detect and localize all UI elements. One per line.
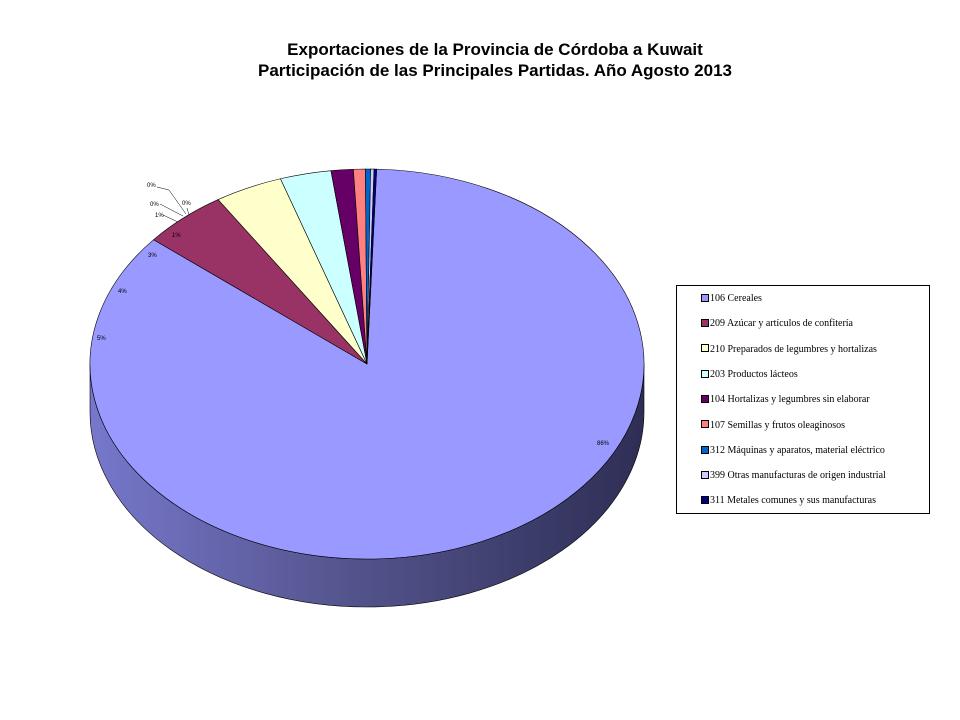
legend-swatch [701, 344, 709, 353]
legend-item: 210 Preparados de legumbres y hortalizas [701, 342, 877, 358]
legend-label: 210 Preparados de legumbres y hortalizas [710, 343, 877, 355]
legend-label: 104 Hortalizas y legumbres sin elaborar [710, 394, 870, 406]
legend-swatch [701, 496, 709, 505]
data-label-2: 4% [118, 289, 127, 295]
legend-label: 106 Cereales [710, 293, 762, 304]
legend-swatch [701, 394, 709, 403]
legend-label: 311 Metales comunes y sus manufacturas [710, 495, 876, 507]
data-label-7: 0% [147, 183, 156, 189]
legend-item: 399 Otras manufacturas de origen industr… [701, 468, 886, 484]
legend-label: 209 Azúcar y artículos de confitería [710, 318, 853, 330]
leader-line-8 [186, 207, 190, 216]
legend-item: 104 Hortalizas y legumbres sin elaborar [701, 392, 870, 408]
legend-label: 312 Máquinas y aparatos, material eléctr… [710, 444, 885, 456]
data-label-6: 0% [150, 202, 159, 208]
chart-title-line1: Exportaciones de la Provincia de Córdoba… [287, 40, 703, 59]
legend-label: 107 Semillas y frutos oleaginosos [710, 419, 845, 431]
data-label-4: 1% [172, 233, 181, 239]
leader-line-6 [159, 203, 184, 217]
legend-swatch [701, 369, 709, 378]
data-label-8: 0% [182, 201, 191, 207]
chart-legend: 106 Cereales 209 Azúcar y artículos de co… [676, 285, 930, 514]
legend-label: 399 Otras manufacturas de origen industr… [710, 470, 886, 482]
legend-item: 312 Máquinas y aparatos, material eléctr… [701, 443, 885, 459]
legend-item: 203 Productos lácteos [701, 367, 798, 383]
legend-item: 311 Metales comunes y sus manufacturas [701, 493, 876, 509]
legend-item: 106 Cereales [701, 291, 762, 307]
legend-item: 107 Semillas y frutos oleaginosos [701, 418, 845, 434]
legend-swatch [701, 319, 709, 327]
leader-line-7 [156, 186, 187, 215]
pie-slice-8 [366, 168, 377, 365]
legend-swatch [701, 470, 709, 479]
data-label-5: 1% [155, 213, 164, 219]
data-label-0: 86% [597, 441, 610, 447]
legend-swatch [701, 445, 709, 454]
chart-title-line2: Participación de las Principales Partida… [258, 61, 732, 80]
data-label-3: 3% [148, 253, 157, 259]
data-label-1: 5% [97, 336, 106, 342]
legend-swatch [701, 293, 709, 302]
legend-label: 203 Productos lácteos [710, 368, 798, 380]
legend-item: 209 Azúcar y artículos de confitería [701, 316, 853, 332]
leader-line-5 [162, 214, 179, 223]
legend-swatch [701, 420, 709, 429]
